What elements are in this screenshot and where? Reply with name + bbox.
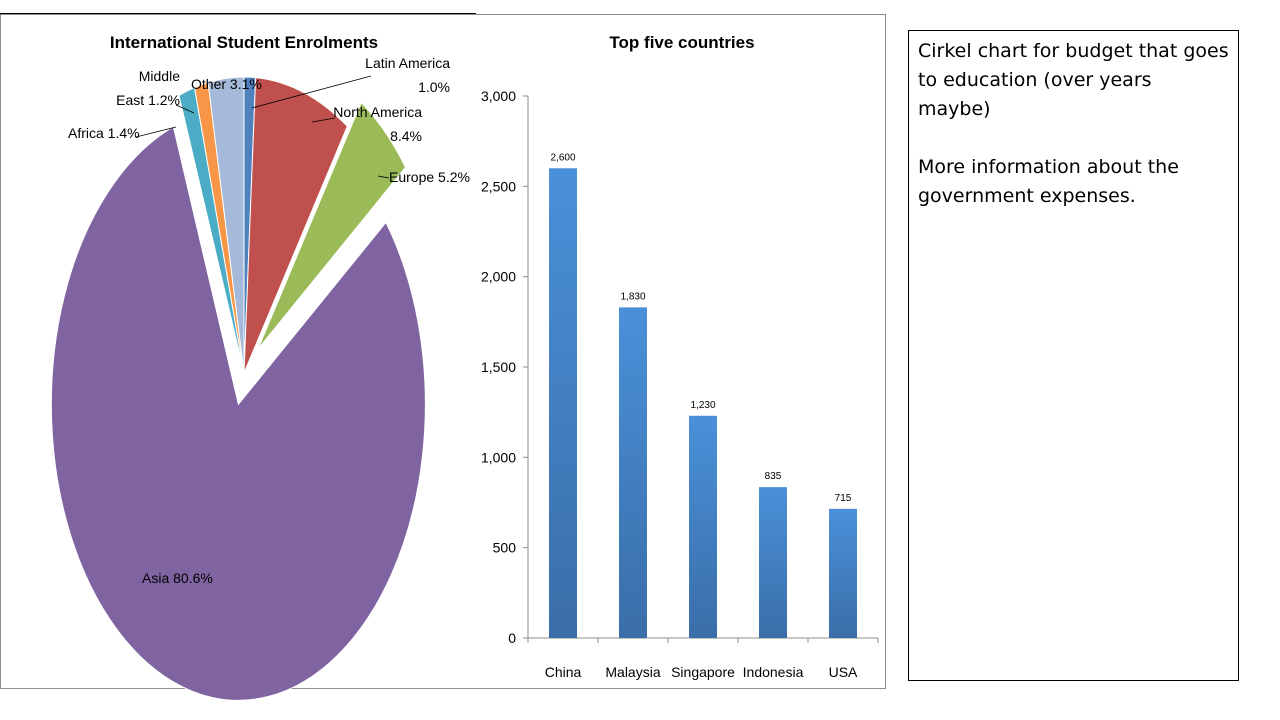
bar-malaysia [619, 307, 647, 638]
y-tick-label: 1,500 [481, 359, 516, 375]
pie-labels: Latin America 1.0% North America 8.4% Europe… [68, 55, 470, 586]
pie-chart: International Student Enrolments Latin A… [50, 33, 470, 701]
bar-singapore [689, 415, 717, 638]
x-tick-label-singapore: Singapore [671, 664, 735, 680]
x-axis-ticks: China Malaysia Singapore Indonesia USA [527, 638, 879, 680]
bar-data-label-usa: 715 [835, 493, 852, 504]
bar-data-label-indonesia: 835 [765, 471, 782, 482]
bar-chart: Top five countries 0 500 1,000 1,500 2,000 2,… [481, 33, 879, 680]
bar-china [549, 168, 577, 638]
pie-label-other: Other 3.1% [191, 76, 262, 92]
pie-leader-lines [135, 75, 390, 179]
bar-data-label-singapore: 1,230 [690, 400, 715, 411]
y-tick-label: 2,000 [481, 269, 516, 285]
leader-line-africa [135, 126, 177, 138]
pie-label-africa: Africa 1.4% [68, 125, 140, 141]
notes-box: Cirkel chart for budget that goes to edu… [908, 30, 1239, 681]
bar-usa [829, 508, 857, 638]
pie-slice-north-america [243, 77, 348, 374]
x-tick-label-indonesia: Indonesia [743, 664, 804, 680]
pie-label-europe: Europe 5.2% [389, 169, 470, 185]
y-axis-ticks: 0 500 1,000 1,500 2,000 2,500 3,000 [481, 88, 528, 646]
bar-indonesia [759, 487, 787, 638]
pie-label-asia: Asia 80.6% [142, 570, 213, 586]
y-tick-label: 500 [493, 540, 517, 556]
pie-label-middle-east: Middle East 1.2% [116, 68, 180, 108]
x-tick-label-usa: USA [829, 664, 858, 680]
y-tick-label: 0 [508, 630, 516, 646]
y-tick-label: 1,000 [481, 449, 516, 465]
leader-line-north-america [311, 117, 336, 123]
pie-slice-asia [50, 125, 426, 701]
y-tick-label: 3,000 [481, 88, 516, 104]
leader-line-middle-east [175, 104, 195, 114]
pie-label-latin-america: Latin America 1.0% [365, 55, 450, 95]
bar-chart-title: Top five countries [609, 33, 754, 52]
pie-slices [50, 76, 426, 701]
pie-label-north-america: North America 8.4% [333, 104, 422, 144]
bar-data-label-malaysia: 1,830 [620, 291, 645, 302]
note-line-1: Cirkel chart for budget that goes to edu… [918, 40, 1229, 120]
leader-line-latin-america [251, 75, 372, 109]
y-tick-label: 2,500 [481, 178, 516, 194]
bar-data-labels: 2,600 1,830 1,230 835 715 [550, 152, 851, 504]
pie-chart-title: International Student Enrolments [110, 33, 378, 52]
x-tick-label-china: China [545, 664, 582, 680]
x-tick-label-malaysia: Malaysia [605, 664, 660, 680]
bar-data-label-china: 2,600 [550, 152, 575, 163]
bars [549, 168, 857, 638]
leader-line-europe [377, 175, 390, 179]
note-line-2: More information about the government ex… [918, 156, 1179, 207]
pie-slice-other [207, 76, 245, 374]
pie-slice-europe [257, 101, 407, 350]
